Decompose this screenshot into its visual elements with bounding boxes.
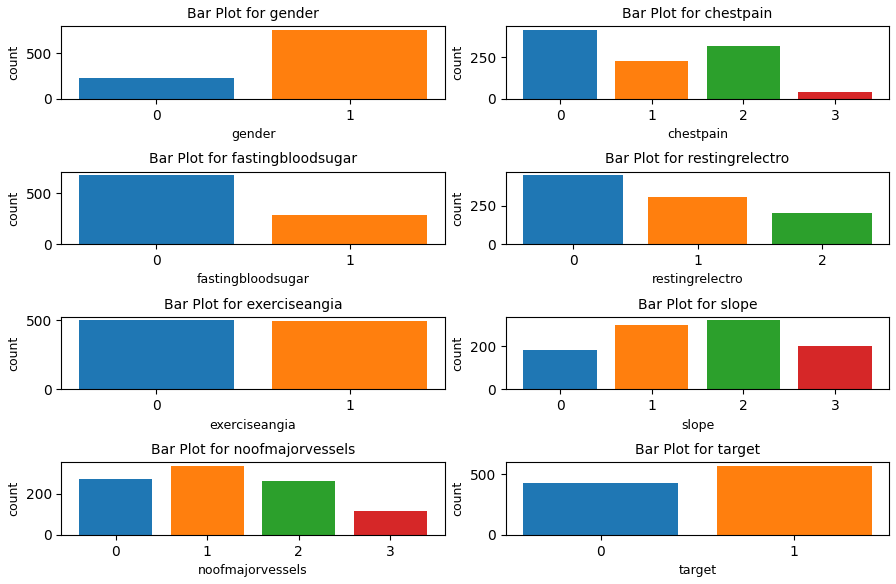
- Bar: [79, 478, 152, 535]
- Title: Bar Plot for chestpain: Bar Plot for chestpain: [623, 7, 772, 21]
- X-axis label: slope: slope: [681, 419, 714, 432]
- Bar: [772, 213, 872, 244]
- Bar: [79, 78, 234, 99]
- Title: Bar Plot for restingrelectro: Bar Plot for restingrelectro: [606, 152, 789, 166]
- X-axis label: exerciseangia: exerciseangia: [210, 419, 297, 432]
- Bar: [523, 482, 678, 535]
- Bar: [272, 215, 427, 244]
- Bar: [615, 325, 688, 390]
- X-axis label: gender: gender: [231, 128, 275, 141]
- Bar: [523, 30, 597, 99]
- Y-axis label: count: count: [7, 481, 20, 516]
- Title: Bar Plot for target: Bar Plot for target: [635, 443, 760, 457]
- X-axis label: noofmajorvessels: noofmajorvessels: [198, 564, 308, 577]
- Bar: [707, 321, 780, 390]
- Bar: [523, 349, 597, 390]
- Bar: [707, 46, 780, 99]
- Bar: [798, 92, 872, 99]
- Bar: [354, 511, 427, 535]
- Y-axis label: count: count: [7, 190, 20, 225]
- Bar: [648, 197, 747, 244]
- Y-axis label: count: count: [452, 45, 464, 80]
- Bar: [263, 481, 335, 535]
- Bar: [272, 321, 427, 390]
- Y-axis label: count: count: [452, 336, 464, 371]
- X-axis label: restingrelectro: restingrelectro: [651, 273, 744, 286]
- Y-axis label: count: count: [452, 481, 464, 516]
- X-axis label: chestpain: chestpain: [667, 128, 728, 141]
- Bar: [170, 465, 244, 535]
- Bar: [79, 321, 234, 390]
- Bar: [717, 465, 872, 535]
- Y-axis label: count: count: [452, 190, 464, 225]
- X-axis label: target: target: [678, 564, 717, 577]
- Bar: [79, 175, 234, 244]
- Bar: [272, 30, 427, 99]
- Bar: [798, 346, 872, 390]
- Title: Bar Plot for gender: Bar Plot for gender: [187, 7, 319, 21]
- Bar: [615, 61, 688, 99]
- Y-axis label: count: count: [7, 336, 20, 371]
- X-axis label: fastingbloodsugar: fastingbloodsugar: [196, 273, 309, 286]
- Bar: [523, 175, 623, 244]
- Title: Bar Plot for fastingbloodsugar: Bar Plot for fastingbloodsugar: [149, 152, 358, 166]
- Y-axis label: count: count: [7, 45, 20, 80]
- Title: Bar Plot for slope: Bar Plot for slope: [638, 298, 757, 311]
- Title: Bar Plot for noofmajorvessels: Bar Plot for noofmajorvessels: [151, 443, 355, 457]
- Title: Bar Plot for exerciseangia: Bar Plot for exerciseangia: [164, 298, 342, 311]
